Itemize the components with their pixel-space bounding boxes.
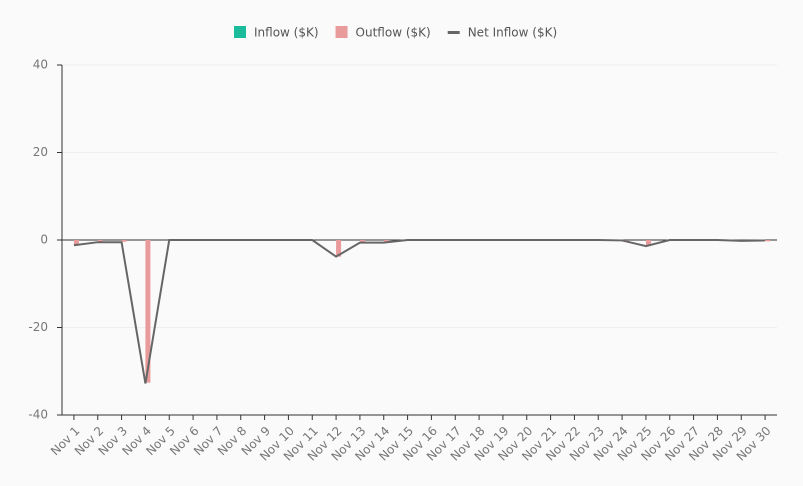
y-tick-label: 20 (33, 145, 48, 159)
bar (336, 240, 342, 257)
y-tick-label: 40 (33, 58, 48, 72)
y-tick-label: -20 (28, 320, 48, 334)
legend-swatch (447, 31, 460, 34)
bar (97, 240, 103, 243)
bar (359, 240, 365, 243)
line (73, 239, 766, 384)
y-tick-label: -40 (28, 408, 48, 422)
bar (645, 240, 651, 247)
legend-label: Inflow ($K) (254, 26, 319, 40)
legend-swatch (234, 26, 246, 38)
bar (765, 240, 771, 242)
bar (121, 240, 127, 242)
legend-swatch (335, 26, 348, 38)
bar (383, 240, 389, 243)
legend-label: Net Inflow ($K) (468, 26, 557, 40)
legend-label: Outflow ($K) (356, 26, 431, 40)
legend: Inflow ($K) Outflow ($K) Net Inflow ($K) (234, 26, 557, 40)
bar (73, 240, 79, 246)
y-tick-label: 0 (40, 233, 48, 247)
bar (145, 240, 151, 383)
